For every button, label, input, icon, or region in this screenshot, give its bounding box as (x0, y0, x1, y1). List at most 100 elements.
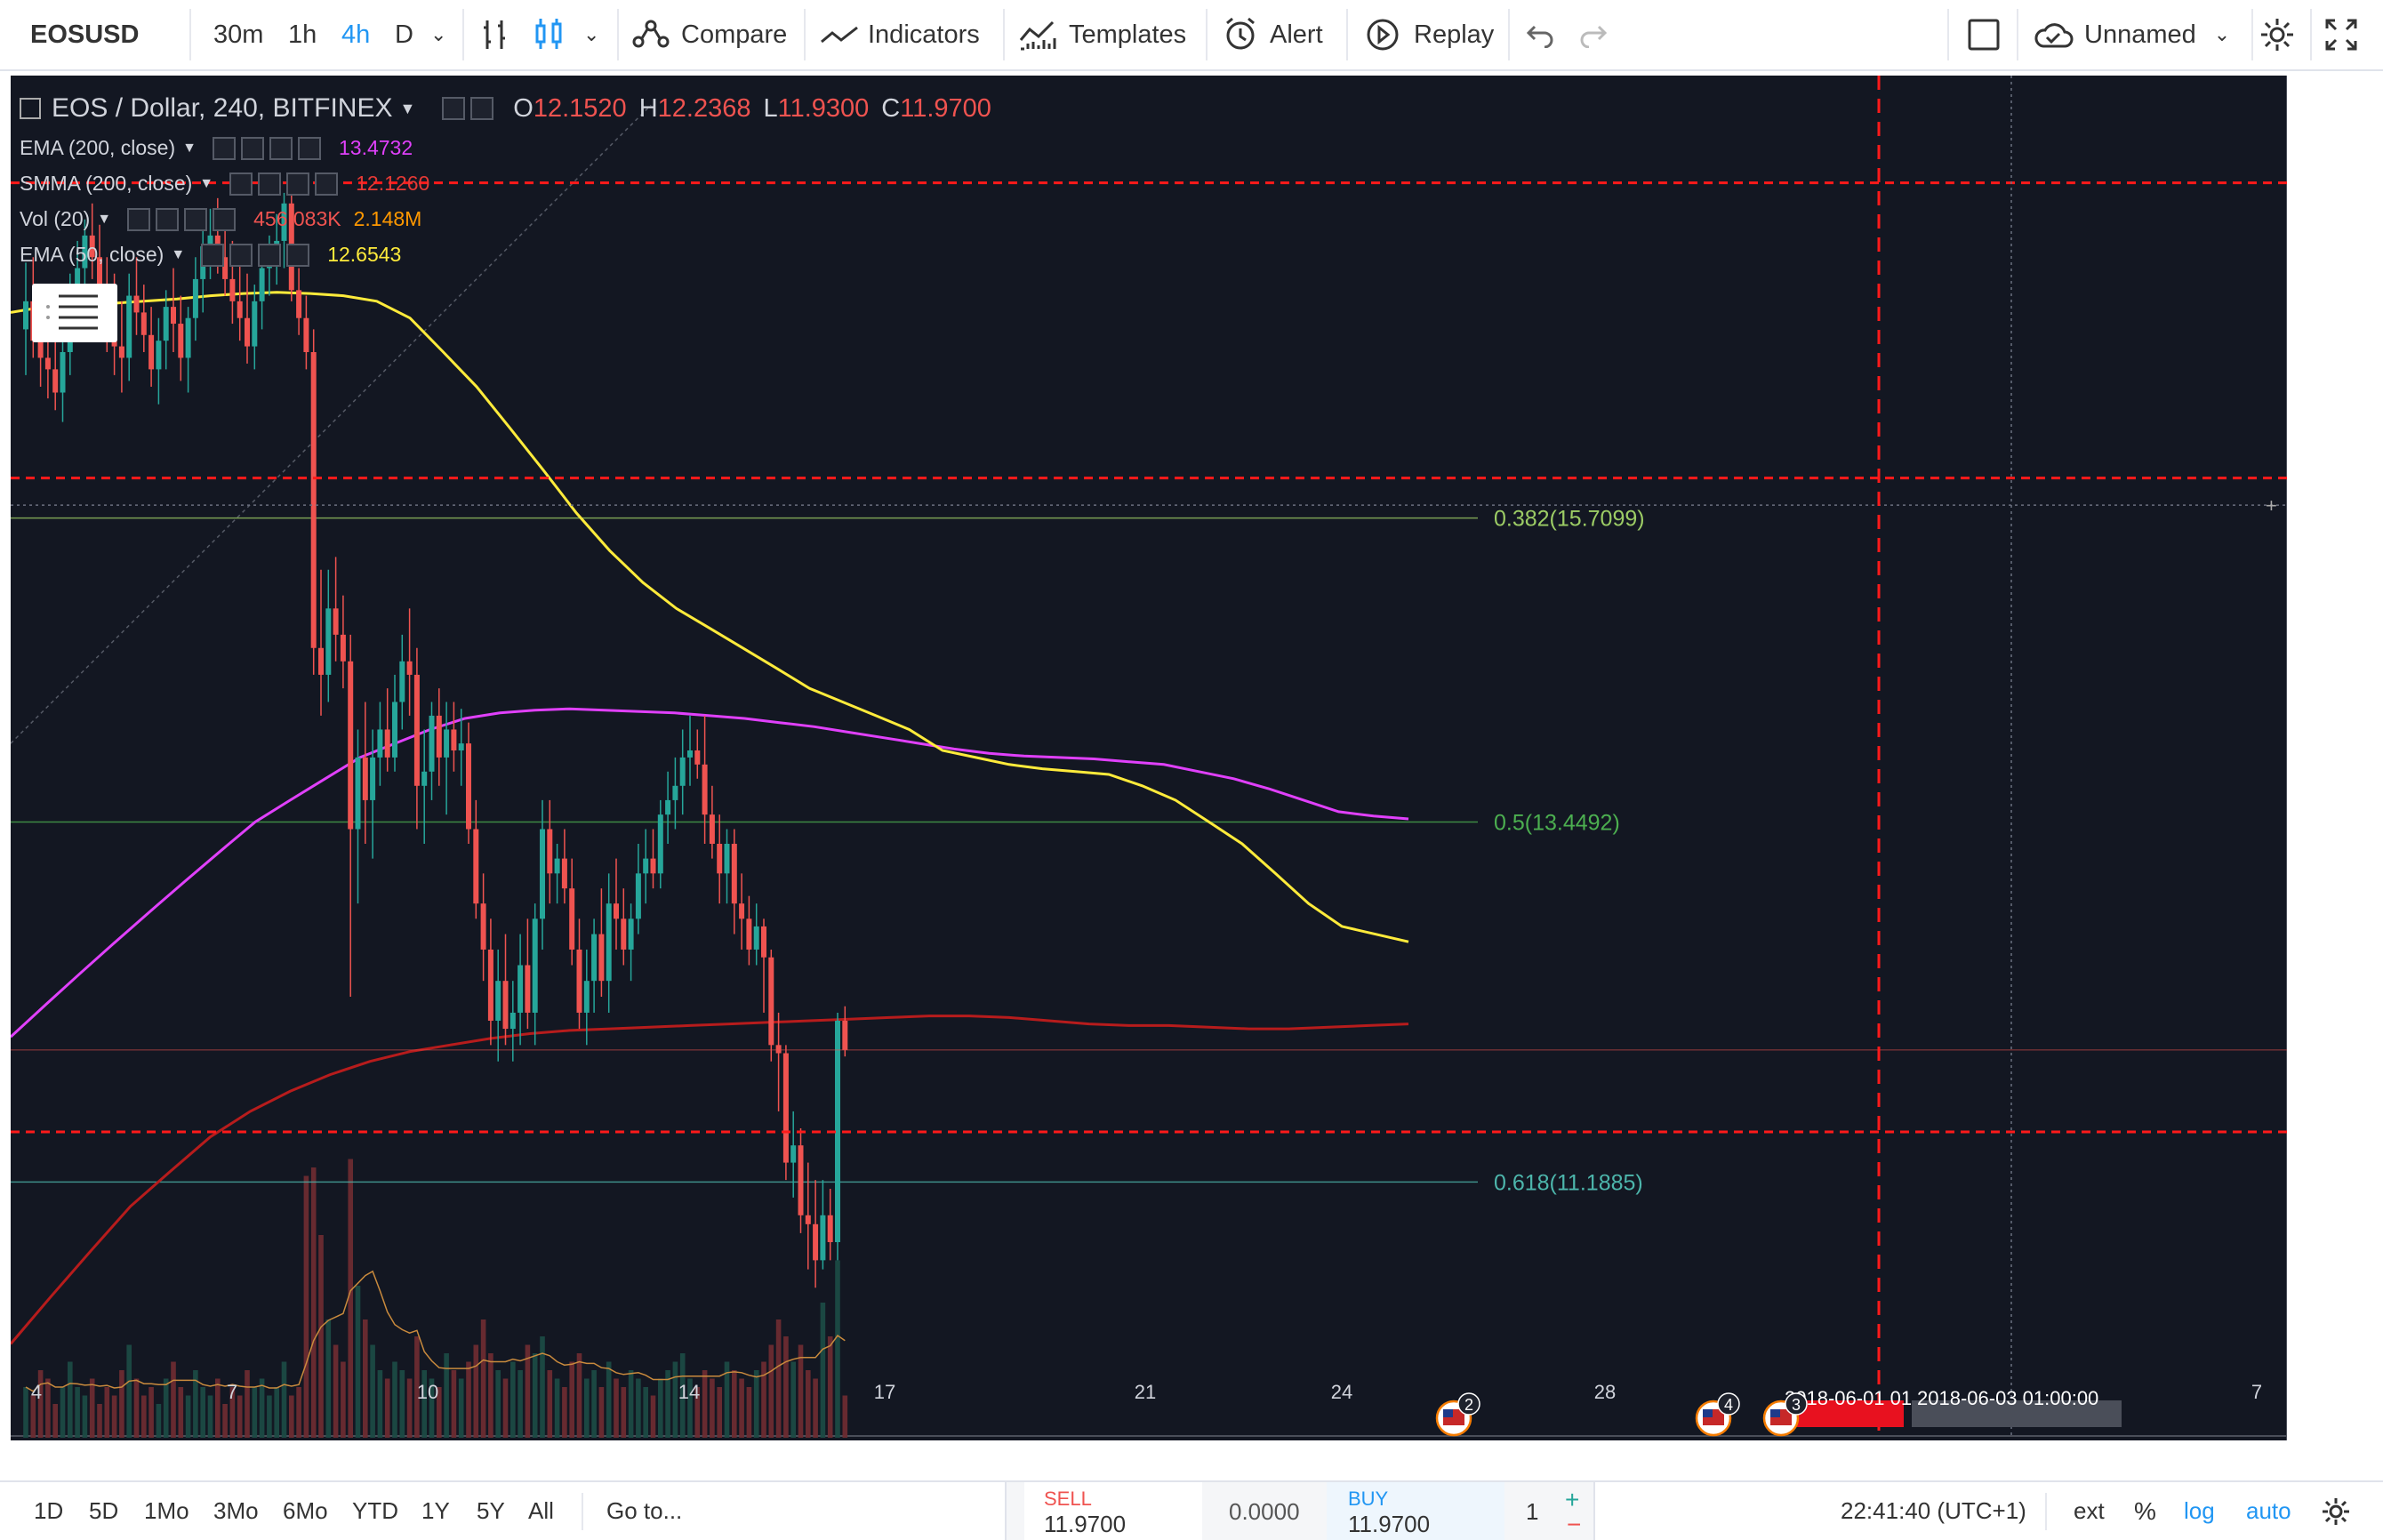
plus-icon[interactable] (184, 207, 208, 231)
indicator-dropdown-icon[interactable]: ▼ (199, 175, 214, 191)
candle-body (333, 608, 339, 635)
undo-button[interactable] (1526, 0, 1556, 69)
eye-icon[interactable] (212, 136, 236, 160)
candles-button[interactable] (534, 0, 566, 69)
range-5y[interactable]: 5Y (477, 1482, 505, 1540)
main-series-legend[interactable]: EOS / Dollar, 240, BITFINEX ▼ O 12.1520 H… (20, 93, 991, 124)
drawing-toolbar-toggle[interactable] (32, 284, 117, 342)
candle-body (583, 981, 590, 1013)
goto-button[interactable]: Go to... (606, 1482, 682, 1540)
crosshair-date-tag: 2018-06-03 01:00:00 (1917, 1387, 2098, 1409)
range-label: YTD (352, 1497, 398, 1524)
range-3mo[interactable]: 3Mo (213, 1482, 259, 1540)
fib-level-label: 0.382(15.7099) (1494, 507, 1645, 532)
auto-toggle[interactable]: auto (2246, 1482, 2291, 1540)
compare-button[interactable]: Compare (631, 0, 787, 69)
eye-icon[interactable] (127, 207, 151, 231)
close-icon[interactable] (315, 172, 339, 196)
candle-body (687, 750, 693, 758)
indicator-dropdown-icon[interactable]: ▼ (97, 211, 112, 227)
buy-button[interactable]: BUY 11.9700 (1327, 1482, 1504, 1540)
gear-small-icon[interactable] (156, 207, 180, 231)
collapse-icon[interactable] (20, 98, 41, 119)
chart-canvas[interactable]: 0.382(15.7099) 0.5(13.4492) 0.618(11.1885)… (11, 76, 2287, 1440)
clock-timezone[interactable]: 22:41:40 (UTC+1) (1841, 1482, 2026, 1540)
candle-body (547, 829, 553, 874)
indicator-legend-volume[interactable]: Vol (20) ▼ 456.083K 2.148M (20, 207, 421, 231)
ext-toggle[interactable]: ext (2074, 1482, 2105, 1540)
plus-icon[interactable] (258, 243, 282, 267)
interval-dropdown-icon[interactable]: ⌄ (430, 23, 447, 45)
gear-icon (2323, 1497, 2349, 1525)
candle-body (163, 307, 169, 341)
interval-4h[interactable]: 4h (341, 0, 370, 69)
title-dropdown-icon[interactable]: ▼ (399, 99, 416, 117)
gear-small-icon[interactable] (240, 136, 264, 160)
interval-1h[interactable]: 1h (288, 0, 317, 69)
range-1y[interactable]: 1Y (421, 1482, 450, 1540)
eye-icon[interactable] (201, 243, 225, 267)
volume-bar (156, 1404, 162, 1438)
percent-toggle[interactable]: % (2134, 1482, 2156, 1540)
range-label: All (528, 1497, 554, 1524)
plus-icon[interactable] (286, 172, 310, 196)
indicator-legend-ema200[interactable]: EMA (200, close) ▼ 13.4732 (20, 136, 413, 160)
drag-handle[interactable] (1012, 1482, 1017, 1540)
fullscreen-button[interactable] (2324, 0, 2358, 69)
plus-icon[interactable] (269, 136, 293, 160)
redo-button[interactable] (1577, 0, 1608, 69)
indicator-dropdown-icon[interactable]: ▼ (182, 140, 197, 156)
chart-pane[interactable]: 0.382(15.7099) 0.5(13.4492) 0.618(11.1885)… (11, 76, 2287, 1440)
close-icon[interactable] (297, 136, 321, 160)
indicator-dropdown-icon[interactable]: ▼ (171, 246, 186, 262)
range-1mo[interactable]: 1Mo (144, 1482, 189, 1540)
series-title: EOS / Dollar, 240, BITFINEX (52, 93, 393, 123)
alert-button[interactable]: Alert (1222, 0, 1323, 69)
quantity-value[interactable]: 1 (1526, 1498, 1539, 1525)
settings-button[interactable] (2259, 0, 2296, 69)
bar-style-button[interactable] (480, 0, 512, 69)
chart-type-dropdown-icon[interactable]: ⌄ (583, 23, 600, 45)
percent-label: % (2134, 1496, 2156, 1525)
save-layout-button[interactable]: Unnamed ⌄ (2033, 0, 2230, 69)
volume-bar (281, 1361, 287, 1438)
indicators-icon (821, 26, 858, 44)
candle-body (156, 341, 162, 370)
chart-properties-button[interactable] (2321, 1482, 2351, 1540)
range-1d[interactable]: 1D (34, 1482, 63, 1540)
volume-bar (761, 1361, 766, 1438)
symbol-search[interactable]: EOSUSD (30, 0, 139, 69)
fullscreen-layout-button[interactable] (1967, 0, 2001, 69)
divider (1346, 9, 1348, 60)
range-all[interactable]: All (528, 1482, 554, 1540)
indicator-value: 13.4732 (338, 136, 413, 159)
range-5d[interactable]: 5D (89, 1482, 118, 1540)
candle-body (310, 351, 317, 648)
interval-d[interactable]: D (395, 0, 413, 69)
close-icon[interactable] (286, 243, 310, 267)
interval-30m[interactable]: 30m (213, 0, 263, 69)
candle-body (820, 1215, 826, 1261)
indicator-legend-smma200[interactable]: SMMA (200, close) ▼ 12.1260 (20, 172, 429, 196)
divider (189, 9, 191, 60)
eye-icon[interactable] (229, 172, 253, 196)
sell-button[interactable]: SELL 11.9700 (1024, 1482, 1202, 1540)
flag-canton (1703, 1409, 1713, 1417)
log-toggle[interactable]: log (2184, 1482, 2215, 1540)
candle-body (281, 203, 287, 241)
eye-icon[interactable] (442, 97, 466, 120)
gear-small-icon[interactable] (258, 172, 282, 196)
close-icon[interactable] (213, 207, 237, 231)
settings-small-icon[interactable] (470, 97, 494, 120)
range-6mo[interactable]: 6Mo (283, 1482, 328, 1540)
gear-small-icon[interactable] (229, 243, 253, 267)
replay-button[interactable]: Replay (1364, 0, 1494, 69)
templates-button[interactable]: Templates (1019, 0, 1186, 69)
volume-bar (739, 1378, 744, 1438)
indicator-legend-ema50[interactable]: EMA (50, close) ▼ 12.6543 (20, 243, 401, 267)
economic-event-flag-icon: 4 (1695, 1392, 1740, 1437)
quantity-decrease-icon[interactable]: − (1567, 1511, 1582, 1538)
quantity-increase-icon[interactable]: + (1565, 1486, 1580, 1513)
indicators-button[interactable]: Indicators (820, 0, 980, 69)
range-ytd[interactable]: YTD (352, 1482, 398, 1540)
